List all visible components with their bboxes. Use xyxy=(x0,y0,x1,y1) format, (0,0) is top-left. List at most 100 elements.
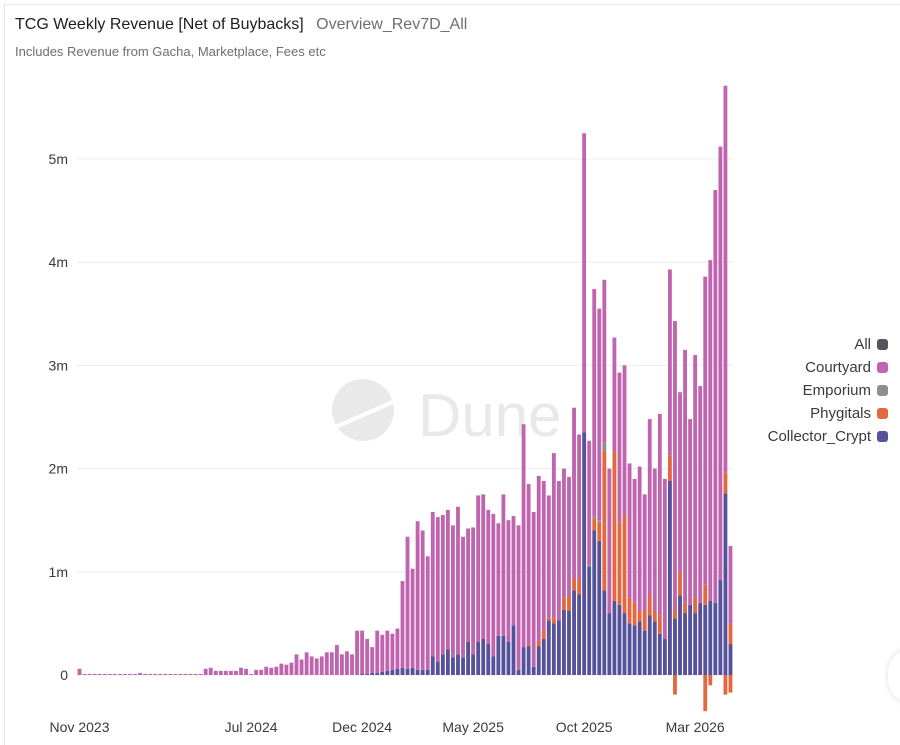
bar-stack[interactable] xyxy=(314,658,319,675)
bar-collector-crypt[interactable] xyxy=(496,635,501,675)
bar-courtyard[interactable] xyxy=(420,530,425,670)
bar-stack[interactable] xyxy=(365,638,370,675)
bar-courtyard[interactable] xyxy=(390,633,395,670)
bar-stack[interactable] xyxy=(259,669,264,675)
bar-stack[interactable] xyxy=(319,656,324,675)
bar-courtyard[interactable] xyxy=(728,546,733,624)
bar-phygitals[interactable] xyxy=(541,630,546,639)
bar-emporium[interactable] xyxy=(597,520,602,523)
bar-stack[interactable] xyxy=(284,664,289,675)
bar-stack[interactable] xyxy=(718,146,723,675)
bar-stack[interactable] xyxy=(481,494,486,675)
bar-courtyard[interactable] xyxy=(274,666,279,675)
bar-courtyard[interactable] xyxy=(703,276,708,585)
bar-stack[interactable] xyxy=(582,133,587,675)
bar-courtyard[interactable] xyxy=(133,673,137,675)
bar-courtyard[interactable] xyxy=(562,468,566,598)
bar-stack[interactable] xyxy=(198,673,203,675)
bar-collector-crypt[interactable] xyxy=(536,646,541,675)
bar-collector-crypt[interactable] xyxy=(607,613,612,675)
bar-courtyard[interactable] xyxy=(395,628,400,669)
bar-collector-crypt[interactable] xyxy=(662,638,667,675)
bar-courtyard[interactable] xyxy=(163,673,168,675)
bar-courtyard[interactable] xyxy=(445,509,450,650)
bar-phygitals[interactable] xyxy=(673,609,677,619)
bar-courtyard[interactable] xyxy=(234,670,238,675)
bar-stack[interactable] xyxy=(501,494,506,675)
bar-stack[interactable] xyxy=(249,673,254,675)
bar-courtyard[interactable] xyxy=(693,355,698,598)
bar-phygitals[interactable] xyxy=(657,615,662,634)
bar-stack[interactable] xyxy=(92,673,97,675)
bar-courtyard[interactable] xyxy=(228,670,233,675)
bar-collector-crypt[interactable] xyxy=(647,615,652,675)
bar-collector-crypt[interactable] xyxy=(587,566,592,675)
bar-collector-crypt[interactable] xyxy=(445,649,450,675)
bar-stack[interactable] xyxy=(461,536,465,675)
bar-courtyard[interactable] xyxy=(602,279,607,443)
bar-courtyard[interactable] xyxy=(546,495,551,618)
bar-stack[interactable] xyxy=(203,668,208,675)
bar-courtyard[interactable] xyxy=(471,527,476,655)
bar-collector-crypt[interactable] xyxy=(657,633,662,675)
bar-collector-crypt[interactable] xyxy=(461,657,465,675)
bar-stack[interactable] xyxy=(355,630,359,675)
bar-stack[interactable] xyxy=(607,468,612,675)
bar-stack[interactable] xyxy=(415,521,420,675)
bar-stack[interactable] xyxy=(466,528,470,675)
bar-collector-crypt[interactable] xyxy=(521,647,526,675)
bar-collector-crypt[interactable] xyxy=(597,540,602,675)
bar-collector-crypt[interactable] xyxy=(531,666,536,675)
bar-courtyard[interactable] xyxy=(380,634,385,672)
bar-stack[interactable] xyxy=(138,672,142,675)
bar-stack[interactable] xyxy=(82,673,87,675)
bar-collector-crypt[interactable] xyxy=(456,654,460,675)
bar-courtyard[interactable] xyxy=(294,654,299,675)
bar-stack[interactable] xyxy=(360,630,365,675)
bar-stack[interactable] xyxy=(476,495,481,675)
bar-courtyard[interactable] xyxy=(314,658,319,675)
bar-phygitals[interactable] xyxy=(627,597,632,624)
bar-collector-crypt[interactable] xyxy=(627,623,632,675)
bar-courtyard[interactable] xyxy=(607,468,612,614)
bar-courtyard[interactable] xyxy=(440,515,445,655)
bar-collector-crypt[interactable] xyxy=(673,618,677,675)
bar-stack[interactable] xyxy=(107,673,112,675)
bar-stack[interactable] xyxy=(148,673,153,675)
bar-courtyard[interactable] xyxy=(370,647,375,673)
bar-stack[interactable] xyxy=(541,480,546,675)
bar-phygitals[interactable] xyxy=(632,602,637,626)
bar-collector-crypt[interactable] xyxy=(652,621,657,675)
bar-stack[interactable] xyxy=(218,670,223,675)
legend-item-emporium[interactable]: Emporium xyxy=(768,379,888,402)
bar-collector-crypt[interactable] xyxy=(718,580,723,675)
bar-courtyard[interactable] xyxy=(304,652,309,675)
bar-collector-crypt[interactable] xyxy=(390,669,395,675)
bar-courtyard[interactable] xyxy=(249,673,254,675)
bar-courtyard[interactable] xyxy=(239,667,243,675)
legend-item-courtyard[interactable]: Courtyard xyxy=(768,356,888,379)
bar-stack[interactable] xyxy=(334,645,339,675)
bar-stack[interactable] xyxy=(153,673,158,675)
bar-phygitals[interactable] xyxy=(526,644,531,647)
bar-stack[interactable] xyxy=(425,556,430,675)
bar-collector-crypt[interactable] xyxy=(370,672,375,675)
bar-courtyard[interactable] xyxy=(269,667,274,675)
bar-stack[interactable] xyxy=(652,468,657,675)
bar-collector-crypt[interactable] xyxy=(360,673,365,675)
bar-collector-crypt[interactable] xyxy=(420,669,425,675)
bar-stack[interactable] xyxy=(370,647,375,675)
bar-courtyard[interactable] xyxy=(168,673,173,675)
bar-collector-crypt[interactable] xyxy=(451,657,455,675)
bar-courtyard[interactable] xyxy=(551,453,556,619)
bar-collector-crypt[interactable] xyxy=(526,646,531,675)
bar-collector-crypt[interactable] xyxy=(728,644,733,675)
bar-phygitals[interactable] xyxy=(577,579,582,595)
bar-stack[interactable] xyxy=(294,654,299,675)
bar-stack[interactable] xyxy=(324,652,329,675)
bar-courtyard[interactable] xyxy=(637,466,642,612)
bar-stack[interactable] xyxy=(390,633,395,675)
bar-stack[interactable] xyxy=(683,349,687,675)
bar-phygitals[interactable] xyxy=(597,522,602,541)
bar-courtyard[interactable] xyxy=(153,673,158,675)
